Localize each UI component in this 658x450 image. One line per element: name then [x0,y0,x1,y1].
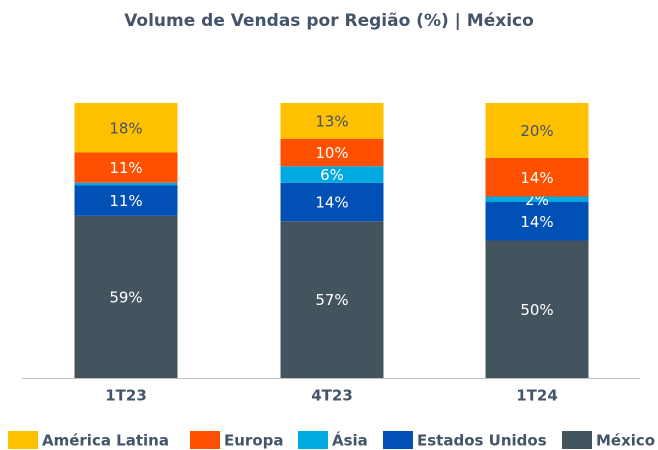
legend-label: México [596,432,655,450]
data-label: 57% [315,291,348,309]
x-tick-label: 1T24 [516,387,558,405]
legend-swatch [8,431,38,449]
data-label: 11% [109,159,142,177]
bar-segment [280,182,384,222]
chart-title: Volume de Vendas por Região (%) | México [124,11,534,31]
bar-segment [74,152,178,183]
legend-swatch [562,431,592,449]
legend-label: Estados Unidos [417,432,547,450]
legend-label: Europa [224,432,284,450]
bar-segment [280,221,384,378]
legend-label: América Latina [42,432,169,450]
data-label: 11% [109,192,142,210]
data-label: 14% [520,169,553,187]
bar-segment [485,196,589,202]
data-label: 13% [315,112,348,130]
bar-segment [485,158,589,197]
data-label: 14% [520,213,553,231]
bar-segment [280,138,384,167]
data-label: 50% [520,301,553,319]
x-tick-label: 4T23 [311,387,353,405]
data-label: 18% [109,119,142,137]
data-label: 59% [109,288,142,306]
bar-segment [280,103,384,139]
legend-label: Ásia [332,431,368,450]
bar-segment [485,103,589,158]
bar-segment [74,182,178,186]
bar-segment [74,215,178,378]
legend-swatch [190,431,220,449]
data-label: 10% [315,144,348,162]
legend-swatch [383,431,413,449]
bar-segment [280,166,384,183]
data-label: 6% [320,166,344,184]
bar-segment [74,185,178,216]
bar-segment [485,240,589,378]
data-label: 20% [520,122,553,140]
bar-segment [485,202,589,241]
x-tick-label: 1T23 [105,387,147,405]
legend-swatch [298,431,328,449]
data-label: 14% [315,194,348,212]
bar-segment [74,103,178,153]
